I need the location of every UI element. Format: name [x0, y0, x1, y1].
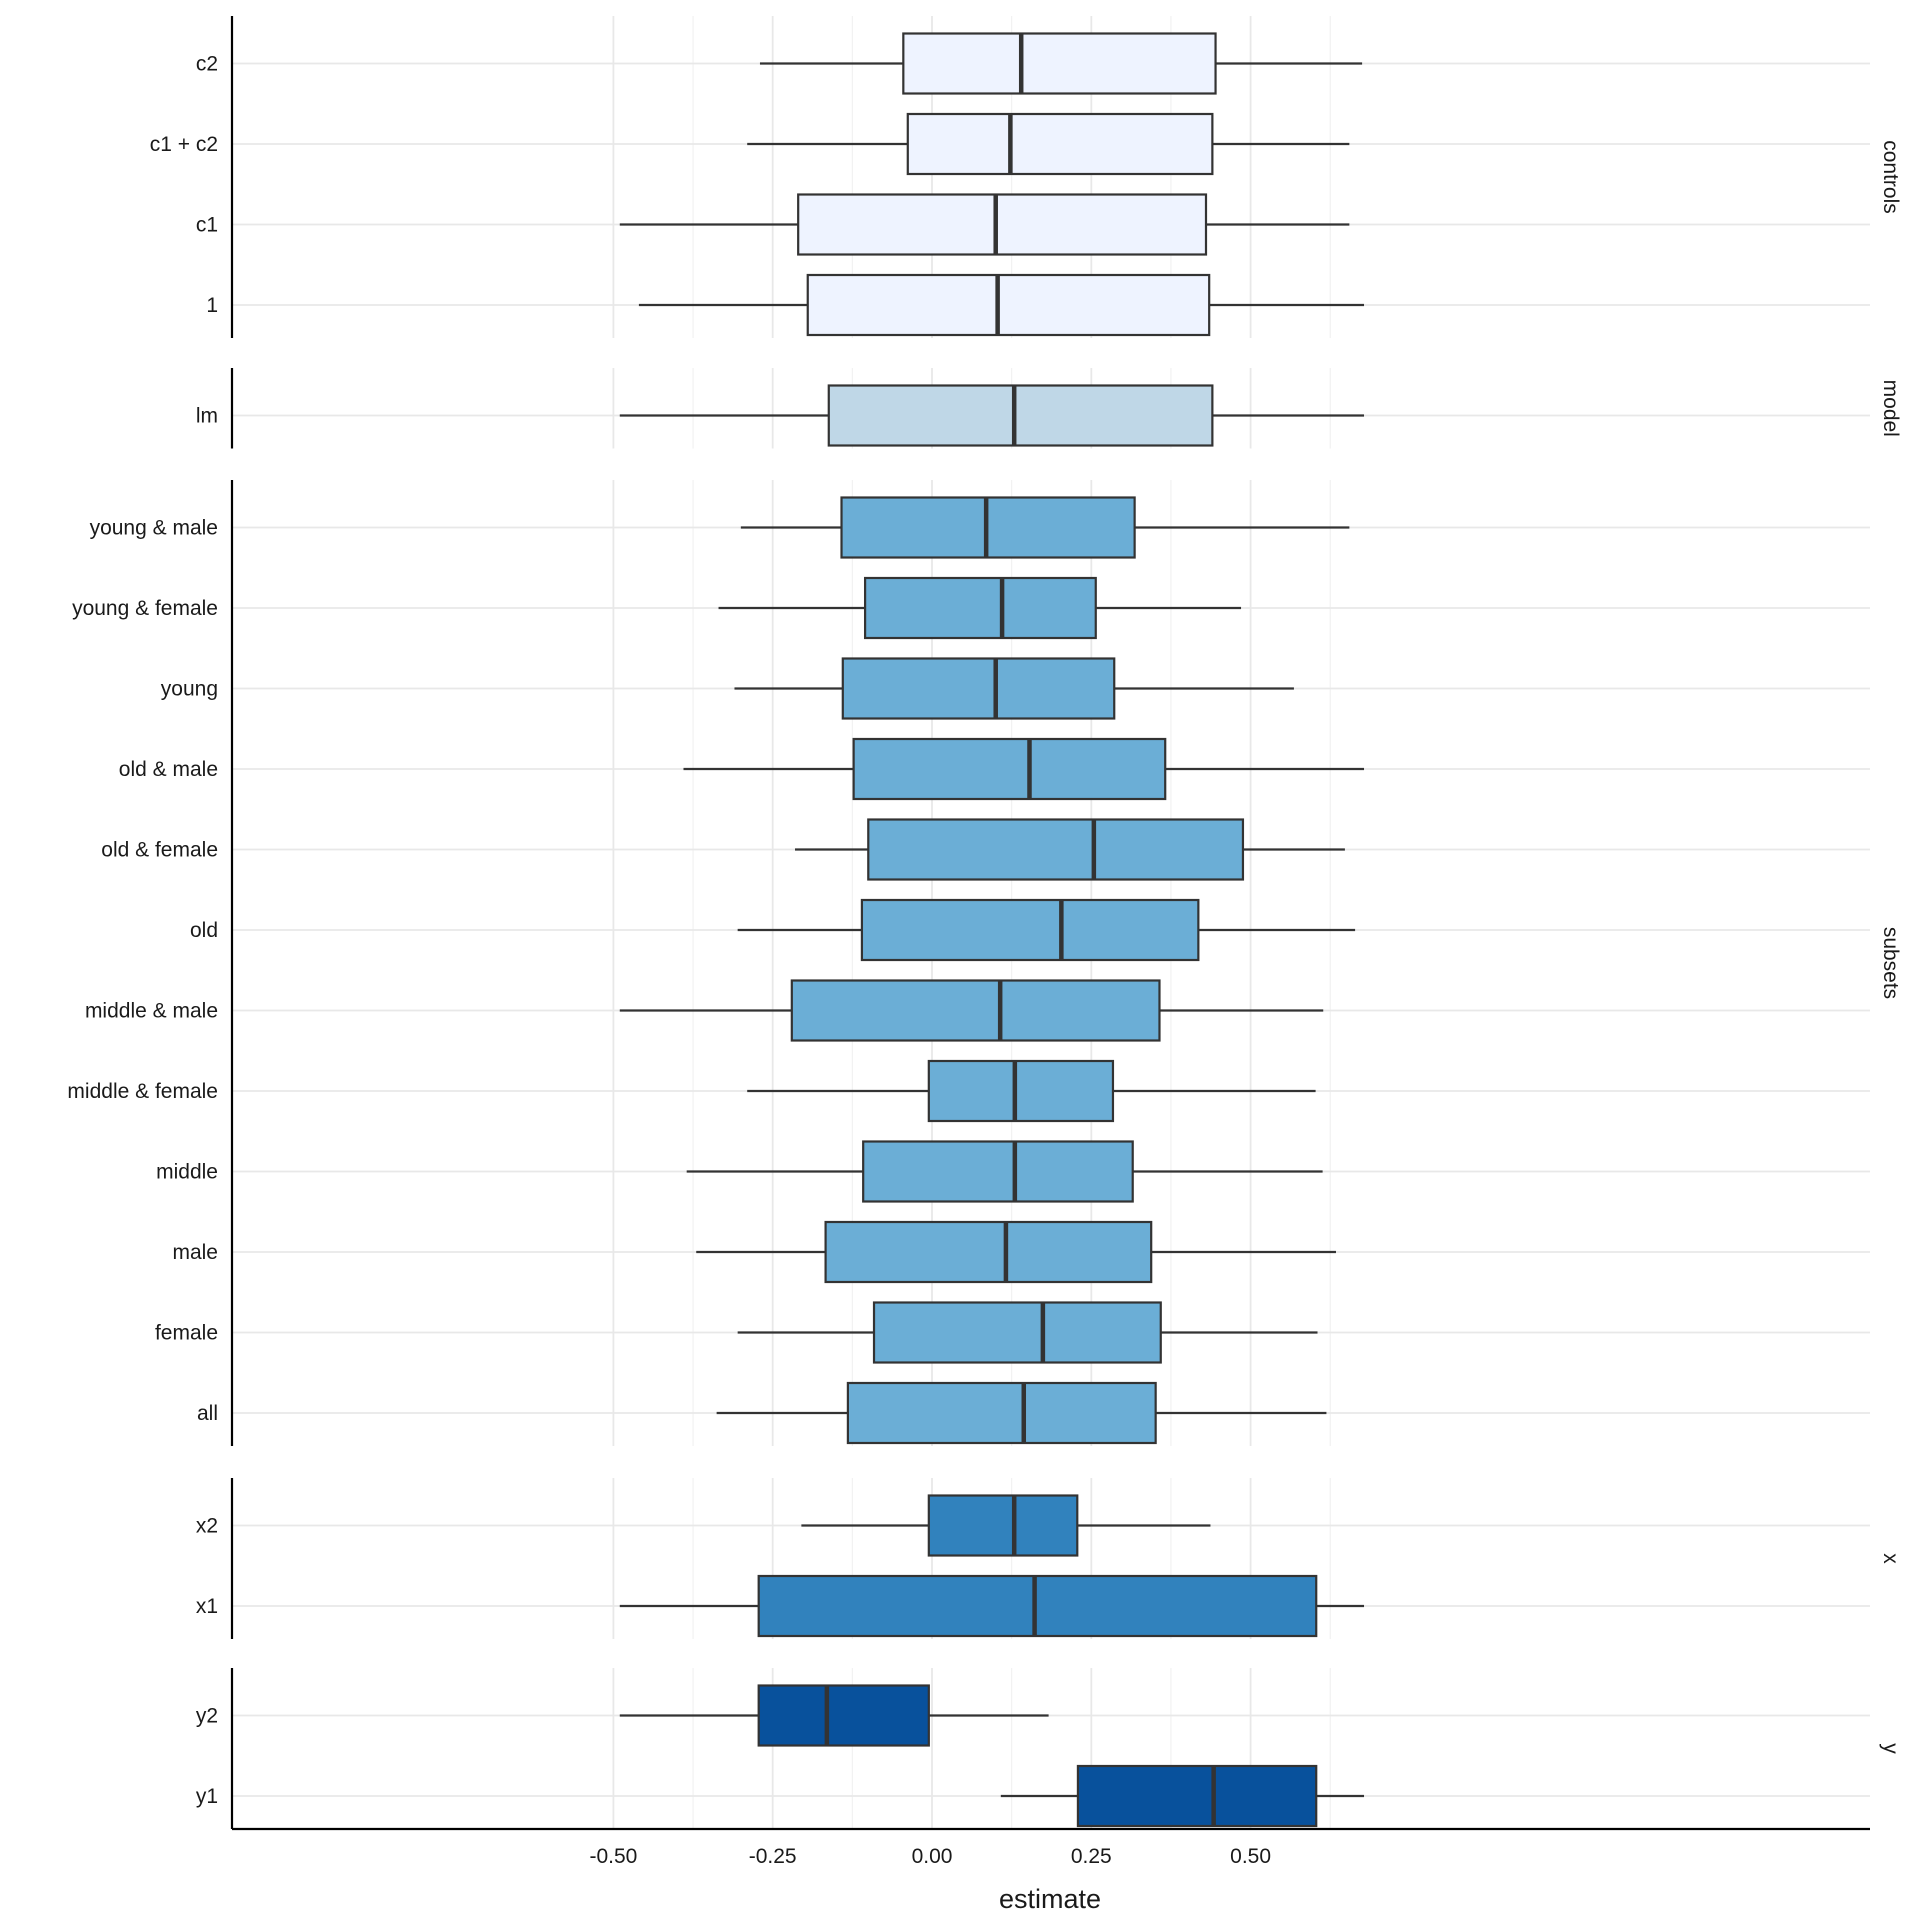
box — [902, 32, 1217, 95]
y-tick-label: 1 — [206, 294, 218, 317]
facet-panel-y: y2 y1 y — [196, 1668, 1902, 1829]
y-tick-label: middle & female — [67, 1080, 218, 1103]
box-row-1: 1 — [206, 273, 1365, 337]
y-tick-label: c1 — [196, 214, 218, 237]
box — [824, 1220, 1153, 1284]
y-tick-label: young — [161, 678, 218, 701]
box-row-old-and-male: old & male — [119, 737, 1365, 801]
box-row-old-and-female: old & female — [101, 818, 1345, 881]
facet-strip-label: subsets — [1879, 927, 1902, 999]
box-row-y1: y1 — [196, 1764, 1365, 1828]
x-tick-label: 0.50 — [1230, 1845, 1271, 1868]
facet-panel-x: x2 x1 x — [196, 1478, 1902, 1639]
y-tick-label: male — [172, 1241, 218, 1264]
box-row-c1-plus-c2: c1 + c2 — [150, 112, 1350, 176]
box-row-x2: x2 — [196, 1494, 1211, 1557]
box-row-middle: middle — [156, 1140, 1323, 1203]
box — [860, 898, 1200, 962]
box-row-x1: x1 — [196, 1574, 1365, 1638]
facet-panel-controls: c2 c1 + c2 c1 1 controls — [150, 16, 1902, 338]
box — [927, 1494, 1079, 1557]
box — [852, 737, 1167, 801]
box — [872, 1301, 1162, 1364]
facet-strip-label: x — [1879, 1553, 1902, 1564]
y-tick-label: young & male — [90, 517, 218, 540]
box-row-all: all — [197, 1381, 1327, 1445]
box-row-y2: y2 — [196, 1684, 1049, 1747]
box — [862, 1140, 1134, 1203]
y-tick-label: young & female — [72, 597, 218, 620]
box-row-lm: lm — [196, 384, 1365, 447]
box-row-middle-and-male: middle & male — [85, 979, 1324, 1042]
box-row-c1: c1 — [196, 193, 1350, 256]
y-tick-label: old — [190, 919, 218, 942]
facet-strip-label: y — [1879, 1743, 1902, 1754]
box — [1076, 1764, 1318, 1828]
y-tick-label: y2 — [196, 1705, 218, 1728]
y-tick-label: y1 — [196, 1785, 218, 1808]
y-tick-label: c2 — [196, 53, 218, 76]
box-row-young: young — [161, 657, 1294, 720]
box — [806, 273, 1211, 337]
facet-strip-label: model — [1879, 380, 1902, 437]
box — [790, 979, 1161, 1042]
y-tick-label: c1 + c2 — [150, 133, 218, 156]
y-tick-label: x1 — [196, 1595, 218, 1618]
x-axis: -0.50 -0.25 0.00 0.25 0.50 — [232, 1827, 1870, 1868]
box-row-c2: c2 — [196, 32, 1363, 95]
facet-panel-model: lm model — [196, 368, 1902, 449]
y-tick-label: all — [197, 1402, 218, 1425]
facet-panel-subsets: young & male young & female young old & mal… — [67, 480, 1902, 1446]
box — [757, 1574, 1318, 1638]
y-tick-label: middle & male — [85, 1000, 218, 1023]
y-tick-label: old & female — [101, 839, 218, 862]
y-tick-label: x2 — [196, 1515, 218, 1538]
y-tick-label: middle — [156, 1161, 218, 1184]
box-row-old: old — [190, 898, 1356, 962]
y-tick-label: lm — [196, 405, 218, 428]
box-row-young-and-female: young & female — [72, 576, 1242, 640]
x-axis-title: estimate — [999, 1884, 1101, 1914]
box-row-male: male — [172, 1220, 1336, 1284]
box-row-female: female — [155, 1301, 1318, 1364]
box — [863, 576, 1097, 640]
y-tick-label: female — [155, 1322, 218, 1345]
box — [757, 1684, 930, 1747]
x-tick-label: 0.25 — [1071, 1845, 1112, 1868]
x-tick-label: -0.50 — [589, 1845, 637, 1868]
facet-strip-label: controls — [1879, 140, 1902, 214]
box-row-middle-and-female: middle & female — [67, 1059, 1316, 1123]
box — [906, 112, 1214, 176]
box — [927, 1059, 1115, 1123]
box — [846, 1381, 1157, 1445]
y-tick-label: old & male — [119, 758, 218, 781]
x-tick-label: -0.25 — [749, 1845, 797, 1868]
box — [867, 818, 1245, 881]
box — [797, 193, 1208, 256]
box — [841, 657, 1116, 720]
box — [827, 384, 1214, 447]
x-tick-label: 0.00 — [912, 1845, 953, 1868]
box-row-young-and-male: young & male — [90, 496, 1350, 559]
